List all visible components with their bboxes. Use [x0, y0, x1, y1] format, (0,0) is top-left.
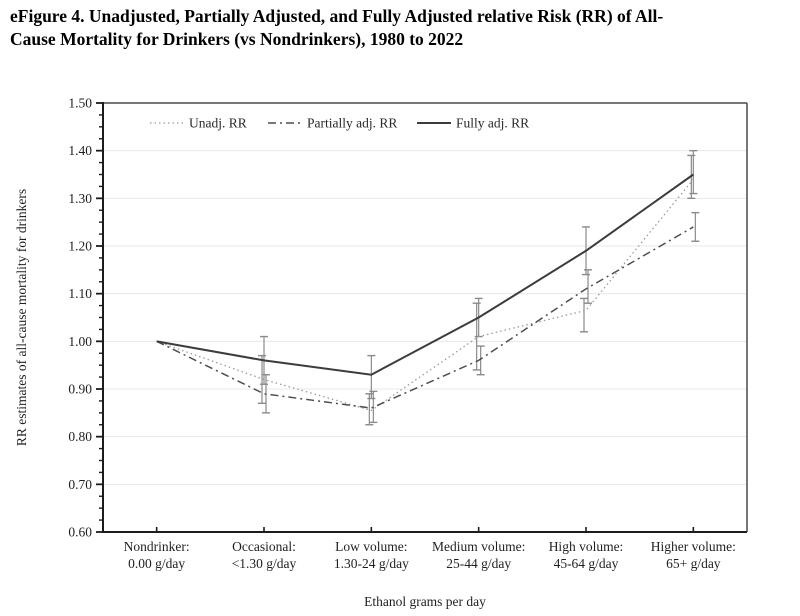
error-bars-dotted: [258, 154, 696, 426]
x-tick-label-line1: Nondrinker:: [124, 539, 190, 554]
figure-title: eFigure 4. Unadjusted, Partially Adjuste…: [10, 5, 796, 51]
y-tick-label: 1.20: [68, 239, 92, 254]
y-tick-label: 1.50: [68, 96, 92, 111]
x-tick-label-line2: 45-64 g/day: [554, 556, 619, 571]
y-tick-label: 0.60: [68, 525, 92, 540]
series-line-dashdot: [156, 226, 694, 409]
y-tick-label: 0.80: [68, 429, 92, 444]
error-bars-solid: [260, 149, 698, 400]
y-tick-label: 1.40: [68, 143, 92, 158]
legend-label: Fully adj. RR: [456, 116, 529, 131]
y-tick-label: 1.10: [68, 286, 92, 301]
x-tick-label-line1: Low volume:: [335, 539, 407, 554]
x-tick-label-line1: Medium volume:: [432, 539, 525, 554]
x-tick-label-line2: 0.00 g/day: [128, 556, 185, 571]
gridlines: [103, 150, 747, 485]
x-axis: Nondrinker: 0.00 g/day Occasional: <1.30 g/…: [124, 527, 736, 571]
error-bars-dashdot: [262, 211, 700, 424]
y-tick-label: 1.00: [68, 334, 92, 349]
y-tick-label: 0.90: [68, 382, 92, 397]
x-tick-label-line1: Occasional:: [232, 539, 296, 554]
figure-title-line2: Cause Mortality for Drinkers (vs Nondrin…: [10, 29, 464, 50]
series-line-dotted: [156, 178, 694, 412]
legend: Unadj. RR Partially adj. RR Fully adj. RR: [150, 116, 529, 131]
plot-frame: [102, 102, 748, 533]
y-axis: 0.60 0.70 0.80 0.90 1.00 1.10 1.20 1.30 1.40 1.50: [68, 96, 103, 540]
x-tick-label-line2: <1.30 g/day: [232, 556, 297, 571]
x-tick-label-line2: 25-44 g/day: [446, 556, 511, 571]
legend-label: Unadj. RR: [189, 116, 247, 131]
figure-title-line1: eFigure 4. Unadjusted, Partially Adjuste…: [10, 6, 664, 26]
y-tick-label: 1.30: [68, 191, 92, 206]
x-tick-label-line1: Higher volume:: [651, 539, 736, 554]
x-axis-title: Ethanol grams per day: [364, 594, 486, 609]
legend-label: Partially adj. RR: [307, 116, 397, 131]
error-bars: [258, 149, 700, 426]
y-axis-title: RR estimates of all-cause mortality for …: [14, 189, 29, 446]
x-tick-label-line1: High volume:: [549, 539, 624, 554]
rr-line-chart: 0.60 0.70 0.80 0.90 1.00 1.10 1.20 1.30 1.40 1.50…: [14, 96, 748, 609]
x-tick-label-line2: 65+ g/day: [666, 556, 721, 571]
series-line-solid: [156, 173, 694, 376]
x-tick-label-line2: 1.30-24 g/day: [334, 556, 409, 571]
y-tick-label: 0.70: [68, 477, 92, 492]
